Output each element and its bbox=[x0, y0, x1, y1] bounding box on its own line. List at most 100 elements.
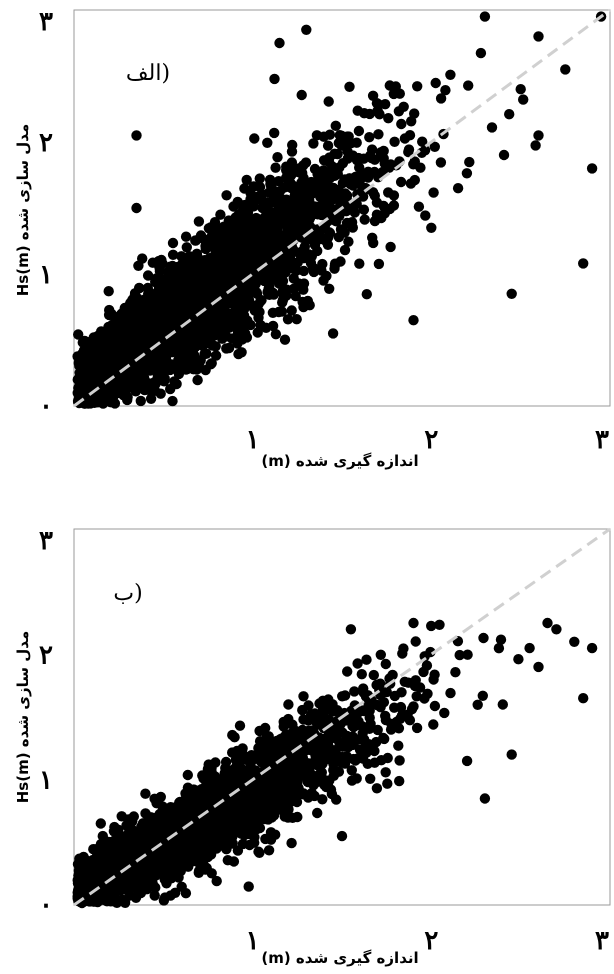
data-point bbox=[378, 200, 389, 212]
data-point bbox=[254, 725, 265, 737]
data-point bbox=[372, 724, 383, 736]
data-point bbox=[369, 745, 380, 757]
data-point bbox=[298, 160, 309, 171]
data-point bbox=[331, 169, 342, 180]
data-point bbox=[122, 394, 133, 406]
data-point bbox=[251, 287, 262, 298]
x-tick-label: ٢ bbox=[424, 425, 438, 455]
data-point bbox=[419, 145, 431, 156]
data-point bbox=[277, 207, 288, 219]
data-point bbox=[204, 239, 215, 251]
data-point bbox=[254, 173, 265, 184]
data-point bbox=[364, 712, 375, 723]
data-point bbox=[292, 757, 303, 768]
data-point bbox=[265, 180, 277, 191]
data-point bbox=[475, 47, 487, 59]
data-point bbox=[259, 739, 271, 750]
data-point bbox=[428, 187, 439, 198]
data-point bbox=[371, 699, 383, 711]
data-point bbox=[329, 260, 341, 271]
data-point bbox=[303, 792, 314, 803]
data-point bbox=[362, 758, 373, 769]
data-point bbox=[119, 344, 130, 356]
data-point bbox=[205, 222, 216, 233]
data-point bbox=[159, 373, 170, 384]
data-point bbox=[242, 251, 254, 262]
data-point bbox=[345, 178, 356, 190]
data-point bbox=[324, 283, 335, 294]
data-point bbox=[403, 146, 414, 158]
data-point bbox=[298, 691, 309, 702]
data-point bbox=[138, 883, 150, 895]
data-point bbox=[212, 317, 224, 328]
data-point bbox=[353, 125, 365, 137]
data-point bbox=[393, 106, 405, 117]
data-point bbox=[359, 214, 370, 225]
data-point bbox=[217, 333, 228, 344]
data-point bbox=[154, 262, 165, 273]
data-point bbox=[215, 209, 226, 220]
data-point bbox=[120, 839, 131, 851]
data-point bbox=[272, 152, 283, 163]
data-point bbox=[411, 722, 423, 734]
data-point bbox=[361, 654, 372, 665]
data-point bbox=[109, 323, 120, 334]
data-point bbox=[158, 294, 169, 305]
data-point bbox=[371, 783, 383, 794]
data-point bbox=[193, 316, 204, 327]
data-point bbox=[212, 233, 223, 245]
data-point bbox=[223, 342, 235, 354]
data-point bbox=[269, 73, 280, 85]
data-point bbox=[358, 153, 369, 164]
data-point bbox=[254, 181, 266, 193]
data-point bbox=[107, 388, 119, 399]
data-point bbox=[303, 217, 314, 229]
data-point bbox=[181, 253, 192, 265]
data-point bbox=[206, 358, 217, 369]
data-point bbox=[445, 69, 456, 81]
data-point bbox=[586, 163, 598, 174]
y-tick-label: ٠ bbox=[39, 391, 53, 421]
data-point bbox=[478, 632, 489, 644]
data-point bbox=[122, 383, 133, 394]
data-point bbox=[103, 286, 114, 297]
data-point bbox=[445, 687, 456, 699]
data-point bbox=[440, 85, 451, 96]
data-point bbox=[233, 255, 245, 266]
data-point bbox=[96, 356, 108, 368]
data-point bbox=[80, 367, 92, 378]
data-point bbox=[365, 773, 376, 784]
data-point bbox=[216, 269, 227, 280]
data-point bbox=[413, 201, 425, 212]
data-point bbox=[182, 769, 193, 781]
data-point bbox=[380, 767, 391, 778]
data-point bbox=[163, 266, 174, 277]
data-point bbox=[192, 374, 203, 386]
data-point bbox=[241, 234, 252, 245]
data-point bbox=[463, 80, 474, 91]
data-point bbox=[182, 272, 193, 284]
data-point bbox=[390, 81, 401, 92]
reference-line bbox=[73, 8, 611, 408]
data-point bbox=[298, 714, 309, 725]
data-point bbox=[337, 691, 348, 702]
data-point bbox=[430, 77, 441, 89]
data-point bbox=[168, 362, 180, 374]
data-point bbox=[429, 700, 441, 712]
data-point bbox=[266, 228, 277, 239]
data-point bbox=[315, 173, 326, 184]
data-point bbox=[560, 64, 571, 75]
data-point bbox=[486, 122, 498, 133]
data-point bbox=[398, 643, 409, 654]
data-point bbox=[253, 846, 264, 857]
data-point bbox=[351, 137, 362, 148]
data-point bbox=[238, 320, 249, 331]
data-point bbox=[193, 216, 205, 227]
data-point bbox=[389, 690, 400, 702]
data-point bbox=[193, 845, 204, 857]
data-point bbox=[308, 266, 320, 278]
data-point bbox=[198, 338, 209, 349]
data-point bbox=[426, 222, 437, 233]
data-point bbox=[311, 201, 322, 212]
data-point bbox=[150, 300, 161, 311]
